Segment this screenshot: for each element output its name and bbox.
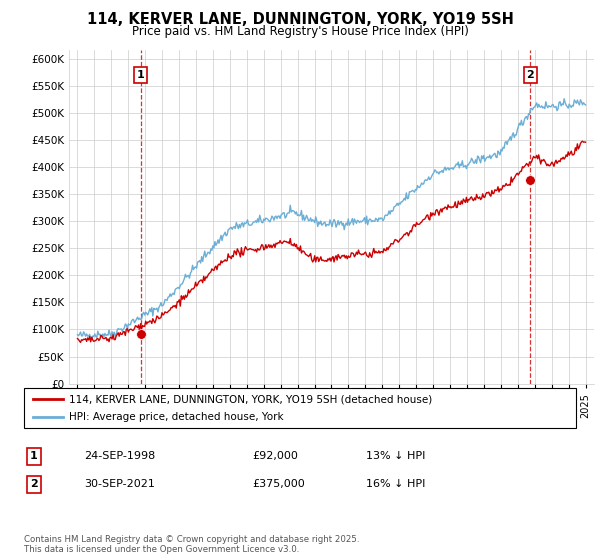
Text: 2: 2 [30,479,38,489]
Text: 24-SEP-1998: 24-SEP-1998 [84,451,155,461]
Text: 2: 2 [527,70,535,80]
Text: 13% ↓ HPI: 13% ↓ HPI [366,451,425,461]
Text: £375,000: £375,000 [252,479,305,489]
Text: HPI: Average price, detached house, York: HPI: Average price, detached house, York [69,412,284,422]
Text: 1: 1 [30,451,38,461]
Text: Price paid vs. HM Land Registry's House Price Index (HPI): Price paid vs. HM Land Registry's House … [131,25,469,38]
Text: 30-SEP-2021: 30-SEP-2021 [84,479,155,489]
Text: 1: 1 [137,70,145,80]
Text: 114, KERVER LANE, DUNNINGTON, YORK, YO19 5SH: 114, KERVER LANE, DUNNINGTON, YORK, YO19… [86,12,514,27]
Text: Contains HM Land Registry data © Crown copyright and database right 2025.
This d: Contains HM Land Registry data © Crown c… [24,535,359,554]
Text: 16% ↓ HPI: 16% ↓ HPI [366,479,425,489]
Text: £92,000: £92,000 [252,451,298,461]
Text: 114, KERVER LANE, DUNNINGTON, YORK, YO19 5SH (detached house): 114, KERVER LANE, DUNNINGTON, YORK, YO19… [69,394,432,404]
